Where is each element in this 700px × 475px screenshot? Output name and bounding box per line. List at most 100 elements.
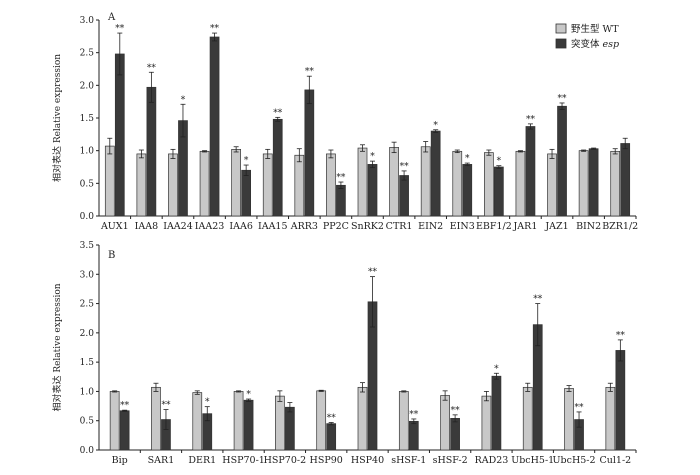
- category-label: SAR1: [148, 455, 175, 466]
- mut-bar-jar1: [525, 126, 536, 217]
- category-label: sHSF-1: [391, 455, 426, 466]
- mut-bar-ebf1-2: [494, 166, 504, 217]
- category-label: RAD23: [475, 455, 509, 466]
- significance-mark: *: [205, 398, 210, 408]
- y-axis-label: 相对表达 Relative expression: [51, 54, 63, 182]
- category-label: IAA8: [135, 221, 159, 232]
- category-label: HSP40: [351, 455, 384, 466]
- significance-mark: **: [305, 67, 315, 77]
- legend-mut-swatch: [555, 38, 567, 49]
- significance-mark: *: [244, 156, 249, 166]
- mut-bar-iaa8: [146, 86, 157, 217]
- y-tick-label: 1.0: [80, 387, 95, 397]
- wt-bar-bip: [109, 391, 120, 451]
- y-tick-label: 3.0: [80, 16, 95, 26]
- category-label: CTR1: [386, 221, 413, 232]
- significance-mark: **: [368, 268, 378, 278]
- mut-bar-ein3: [462, 164, 473, 217]
- significance-mark: **: [147, 63, 157, 73]
- category-label: IAA6: [229, 221, 253, 232]
- mut-bar-shsf-2: [450, 418, 460, 451]
- mut-bar-hsp70-1: [243, 399, 254, 451]
- wt-bar-ein3: [452, 150, 463, 217]
- category-label: HSP90: [310, 455, 343, 466]
- y-tick-label: 2.0: [80, 81, 95, 91]
- mut-bar-arr3: [304, 89, 315, 217]
- legend-mut-italic: esp: [603, 39, 620, 50]
- significance-mark: **: [616, 331, 626, 341]
- category-label: ARR3: [290, 221, 318, 232]
- category-label: IAA15: [258, 221, 288, 232]
- category-label: JAR1: [513, 221, 538, 232]
- significance-mark: **: [409, 410, 419, 420]
- category-label: HSP70-1: [222, 455, 265, 466]
- significance-mark: **: [400, 162, 410, 172]
- wt-bar-iaa23: [199, 150, 210, 217]
- y-axis-label: 相对表达 Relative expression: [51, 283, 63, 411]
- y-tick-label: 0.5: [80, 417, 95, 427]
- wt-bar-snrk2: [357, 147, 368, 217]
- mut-bar-ein2: [430, 130, 441, 217]
- legend-wt-swatch: [555, 23, 567, 34]
- mut-bar-snrk2: [367, 164, 378, 217]
- wt-bar-rad23: [481, 395, 492, 451]
- y-tick-label: 3.0: [80, 270, 95, 280]
- mut-bar-iaa6: [241, 169, 251, 217]
- mut-bar-rad23: [491, 375, 502, 451]
- wt-bar-hsp40: [357, 386, 368, 451]
- panel-b: 0.0 0.5 1.0 1.5 2.0 2.5 3.0 3.5 相对表达 Relative ex…: [51, 241, 637, 466]
- y-tick-label: 0.0: [80, 446, 95, 456]
- y-tick-label: 2.5: [80, 300, 95, 310]
- category-label: IAA24: [163, 221, 193, 232]
- wt-bar-aux1: [104, 145, 115, 217]
- significance-mark: *: [181, 95, 186, 105]
- category-label: EIN3: [450, 221, 475, 232]
- y-tick-label: 1.5: [80, 114, 95, 124]
- category-label: PP2C: [323, 221, 349, 232]
- mut-bar-pp2c: [336, 184, 346, 217]
- mut-bar-hsp70-2: [285, 406, 295, 451]
- legend-mut-prefix: 突变体: [571, 38, 603, 50]
- wt-bar-ein2: [420, 146, 431, 217]
- significance-mark: **: [558, 94, 568, 104]
- category-label: Bip: [112, 455, 128, 466]
- significance-mark: **: [115, 24, 125, 34]
- significance-mark: *: [370, 152, 375, 162]
- wt-bar-arr3: [294, 154, 305, 217]
- wt-bar-jaz1: [547, 153, 557, 217]
- significance-mark: **: [273, 108, 283, 118]
- significance-mark: **: [210, 24, 220, 34]
- mut-bar-shsf-1: [408, 420, 419, 451]
- wt-bar-der1: [192, 392, 203, 451]
- y-tick-label: 3.5: [80, 241, 95, 251]
- mut-bar-bzr1-2: [620, 143, 631, 217]
- wt-bar-hsp70-2: [275, 395, 285, 451]
- category-label: UbcH5-1: [511, 455, 554, 466]
- wt-bar-ubch5-2: [564, 388, 574, 451]
- category-label: IAA23: [195, 221, 225, 232]
- legend-mut-label: 突变体 esp: [571, 38, 619, 50]
- category-label: BZR1/2: [602, 221, 638, 232]
- mut-bar-jaz1: [557, 105, 567, 217]
- wt-bar-ebf1-2: [484, 152, 494, 217]
- category-label: UbcH5-2: [553, 455, 596, 466]
- y-tick-label: 1.5: [80, 358, 95, 368]
- significance-mark: **: [575, 403, 585, 413]
- category-label: EBF1/2: [476, 221, 512, 232]
- category-label: BIN2: [576, 221, 601, 232]
- wt-bar-shsf-2: [440, 395, 450, 451]
- wt-bar-iaa8: [136, 153, 147, 217]
- panel-a: 0.0 0.5 1.0 1.5 2.0 2.5 3.0 相对表达 Relative expre…: [51, 12, 638, 232]
- significance-mark: **: [336, 173, 346, 183]
- mut-bar-ctr1: [399, 175, 409, 217]
- significance-mark: **: [161, 401, 171, 411]
- panel-label: A: [107, 12, 116, 23]
- wt-bar-iaa6: [231, 149, 241, 217]
- y-tick-label: 0.5: [80, 179, 95, 189]
- y-tick-label: 0.0: [80, 212, 95, 222]
- category-label: HSP70-2: [264, 455, 307, 466]
- mut-bar-cul1-2: [615, 350, 626, 451]
- category-label: SnRK2: [351, 221, 384, 232]
- mut-bar-hsp90: [326, 423, 337, 451]
